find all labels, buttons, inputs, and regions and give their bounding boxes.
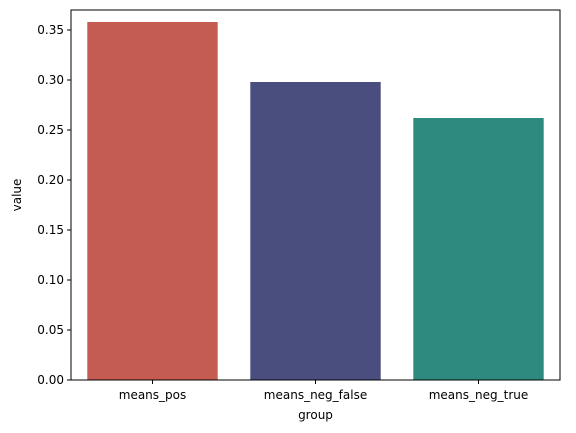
- x-tick-label: means_neg_false: [264, 388, 367, 402]
- x-tick-label: means_pos: [119, 388, 187, 402]
- bars-group: [87, 22, 544, 380]
- y-tick-label: 0.20: [37, 173, 64, 187]
- y-tick-label: 0.15: [37, 223, 64, 237]
- x-tick-label: means_neg_true: [429, 388, 529, 402]
- bar-means-neg-false: [250, 82, 381, 380]
- y-axis-ticks: 0.00 0.05 0.10 0.15 0.20 0.25 0.30 0.35: [37, 23, 71, 387]
- y-tick-label: 0.00: [37, 373, 64, 387]
- bar-means-neg-true: [413, 118, 544, 380]
- x-axis-ticks: means_pos means_neg_false means_neg_true: [119, 380, 529, 402]
- x-axis-label: group: [298, 408, 333, 422]
- y-tick-label: 0.25: [37, 123, 64, 137]
- y-tick-label: 0.05: [37, 323, 64, 337]
- bar-means-pos: [87, 22, 218, 380]
- y-tick-label: 0.10: [37, 273, 64, 287]
- y-tick-label: 0.35: [37, 23, 64, 37]
- y-axis-label: value: [10, 179, 24, 212]
- plot-frame: [70, 9, 561, 381]
- y-tick-label: 0.30: [37, 73, 64, 87]
